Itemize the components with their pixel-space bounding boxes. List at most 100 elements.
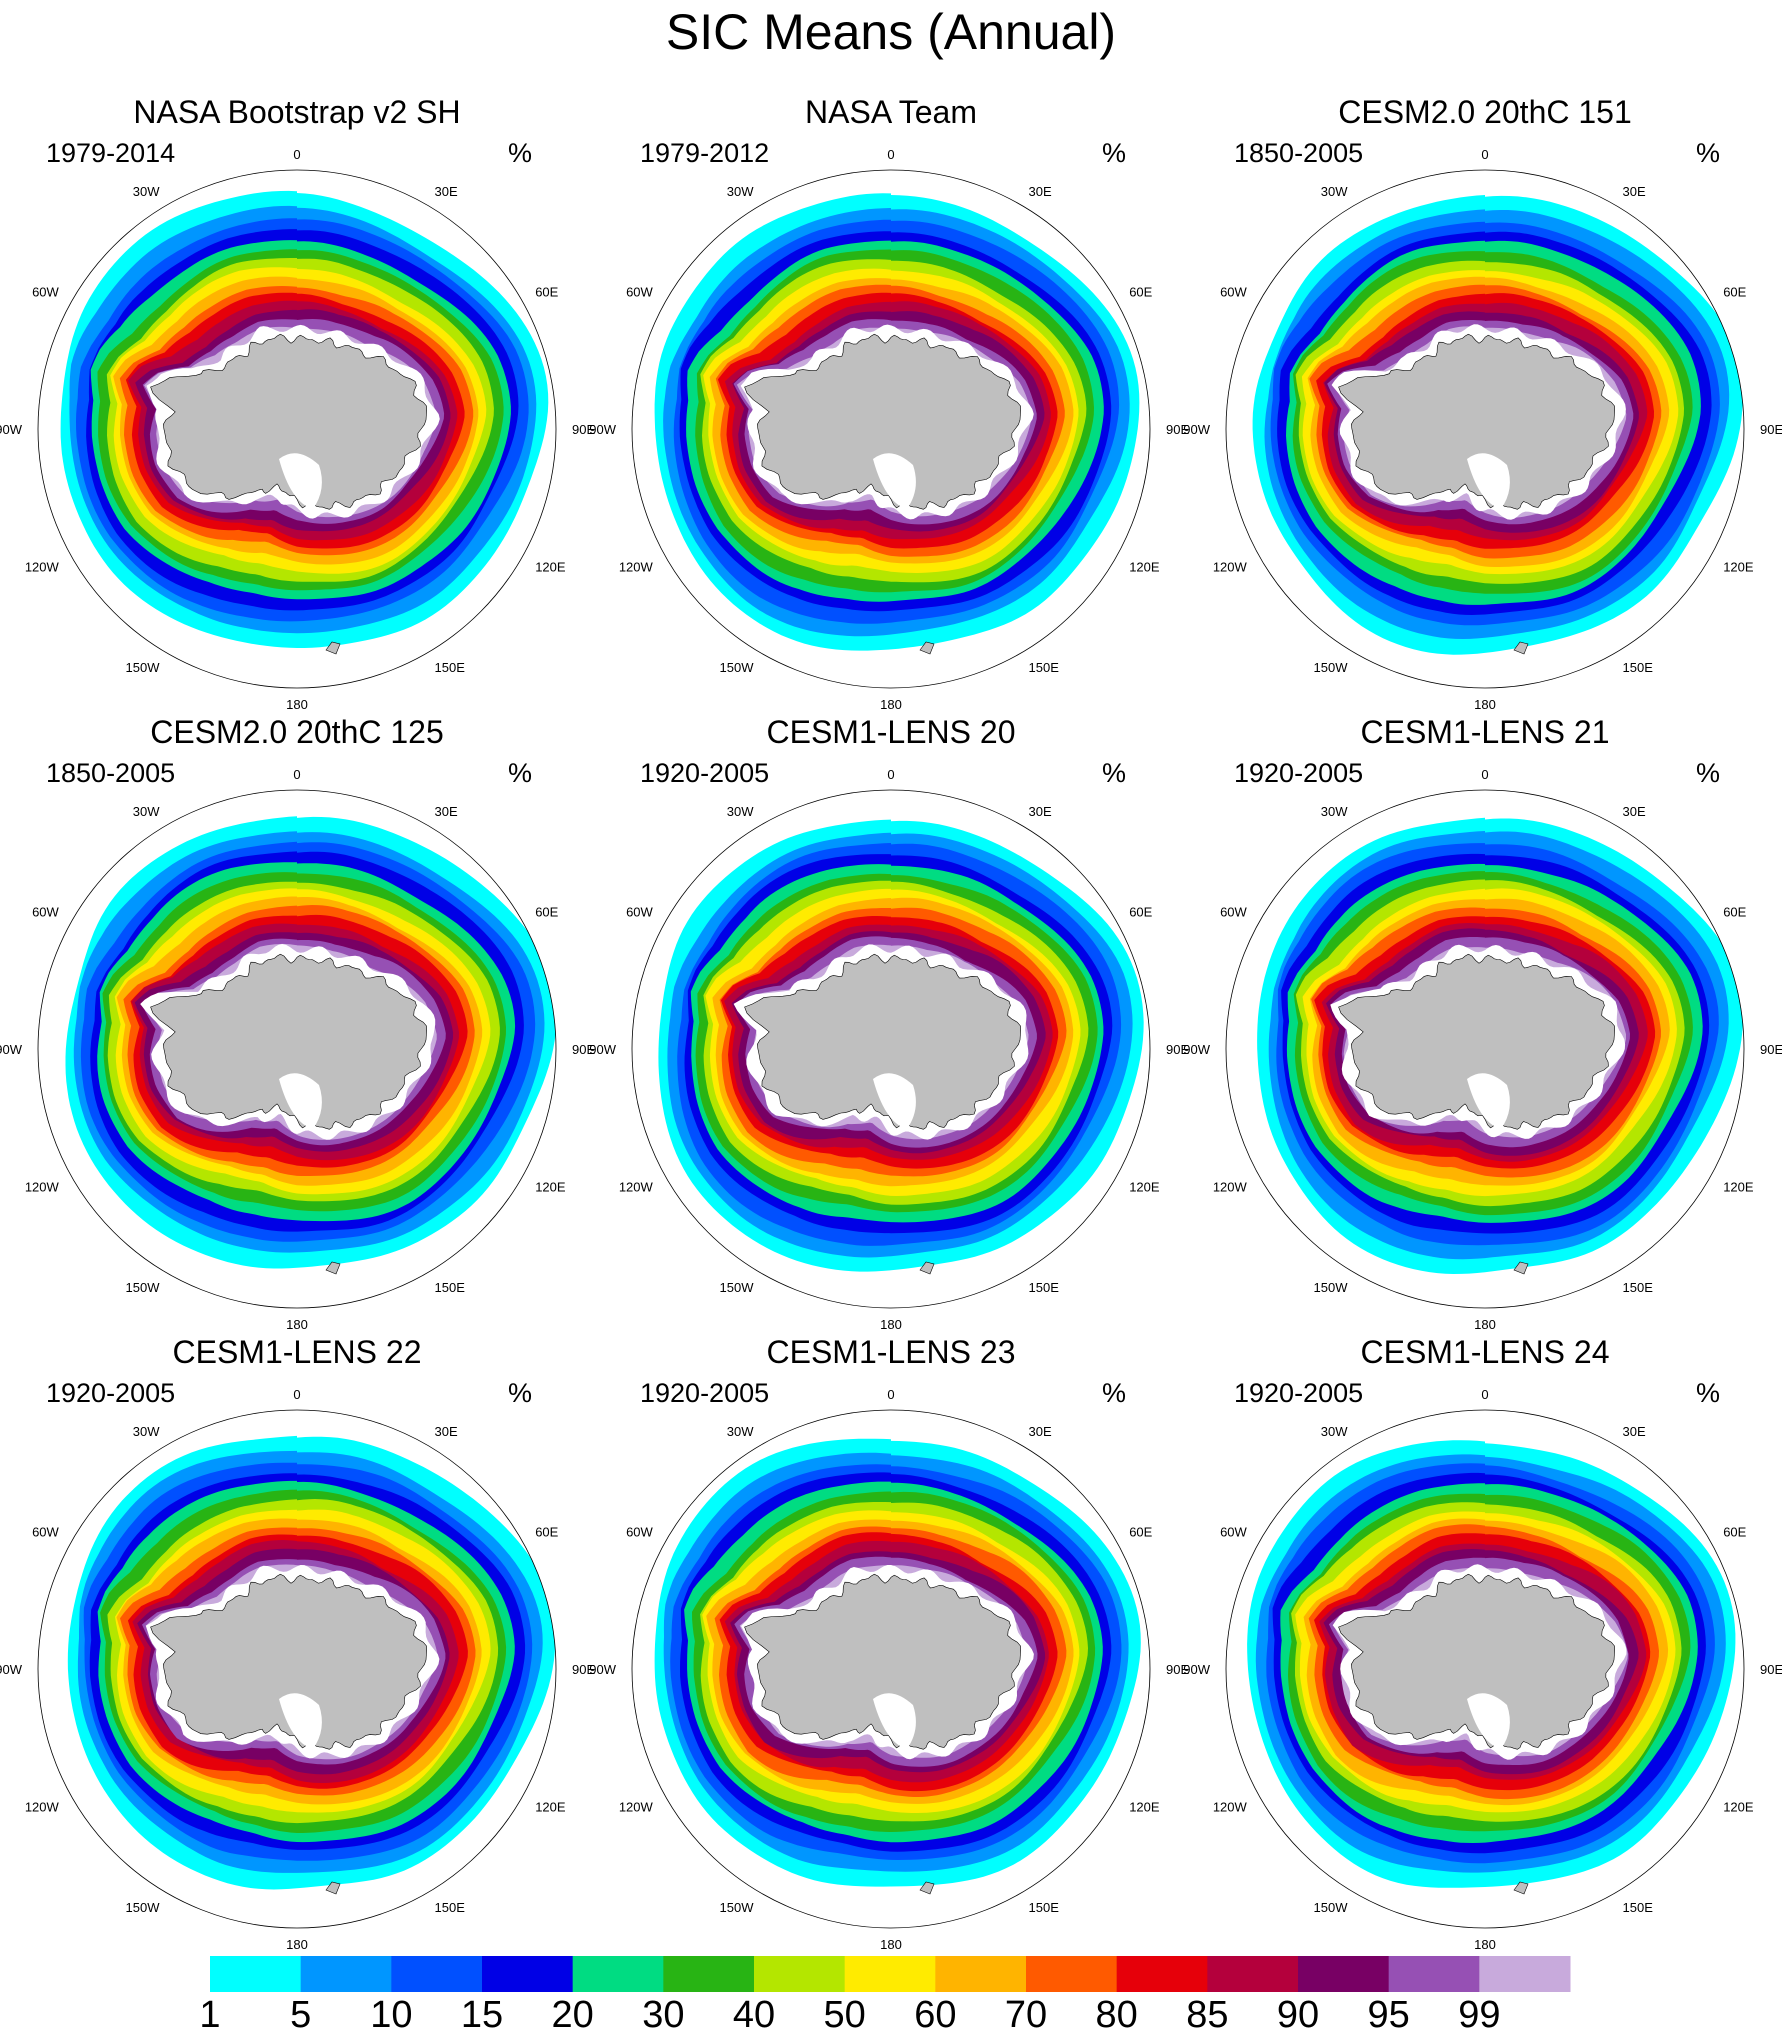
map-panel: CESM1-LENS 22 1920-2005% 0 30E 60E 90E 120E 150… (0, 1334, 595, 1954)
ross-ice-shelf (279, 453, 322, 509)
island-land (919, 1881, 935, 1895)
colorbar-segment (1116, 1956, 1208, 1992)
longitude-label: 120W (1213, 1180, 1248, 1195)
longitude-label: 30W (727, 1424, 754, 1439)
longitude-label: 150E (435, 1900, 466, 1915)
panel-period: 1979-2014 (46, 138, 176, 168)
panel-period: 1920-2005 (1234, 758, 1364, 788)
panel-title: CESM2.0 20thC 125 (150, 714, 444, 750)
longitude-label: 30E (1029, 1424, 1052, 1439)
colorbar-segment (935, 1956, 1027, 1992)
island-land (1513, 1881, 1529, 1895)
colorbar-label: 80 (1095, 1994, 1138, 2036)
panel-title: NASA Bootstrap v2 SH (133, 94, 461, 130)
longitude-label: 90W (0, 422, 23, 437)
panel-title: CESM1-LENS 23 (766, 1334, 1016, 1370)
longitude-label: 90W (1183, 1662, 1210, 1677)
longitude-label: 60W (32, 285, 59, 300)
panel-period: 1920-2005 (640, 1378, 770, 1408)
polar-map: 0 30E 60E 90E 120E 150E 180 150W 120W 90W 60W 30W (0, 147, 595, 712)
longitude-label: 0 (293, 147, 300, 162)
polar-map: 0 30E 60E 90E 120E 150E 180 150W 120W 90W 60W 30W (0, 1387, 595, 1952)
panel-units: % (508, 138, 533, 168)
map-boundary (37, 789, 557, 1309)
longitude-label: 180 (286, 1317, 308, 1332)
longitude-label: 30E (1029, 804, 1052, 819)
panel-units: % (1102, 138, 1127, 168)
panel-units: % (1696, 1378, 1721, 1408)
longitude-label: 90E (1760, 1042, 1782, 1057)
longitude-label: 150E (435, 660, 466, 675)
ross-ice-shelf (1467, 1073, 1510, 1129)
longitude-label: 180 (880, 697, 902, 712)
map-panel: CESM2.0 20thC 151 1850-2005% 0 30E 60E 90E 120… (1183, 94, 1782, 714)
longitude-label: 120W (25, 1180, 60, 1195)
longitude-label: 150E (435, 1280, 466, 1295)
colorbar-segment (1026, 1956, 1118, 1992)
longitude-label: 90E (1166, 1662, 1189, 1677)
longitude-label: 30W (133, 1424, 160, 1439)
longitude-label: 60E (1723, 285, 1746, 300)
longitude-label: 30W (1321, 1424, 1348, 1439)
map-panel: CESM1-LENS 20 1920-2005% 0 30E 60E 90E 120E 150… (589, 714, 1189, 1334)
colorbar-label: 1 (199, 1994, 221, 2036)
longitude-label: 60E (535, 905, 558, 920)
longitude-label: 120E (535, 1800, 566, 1815)
longitude-label: 30E (435, 1424, 458, 1439)
longitude-label: 120W (1213, 1800, 1248, 1815)
colorbar-label: 50 (823, 1994, 866, 2036)
longitude-label: 90W (1183, 422, 1210, 437)
island-land (919, 1261, 935, 1275)
longitude-label: 180 (1474, 697, 1496, 712)
longitude-label: 30E (1623, 804, 1646, 819)
ross-ice-shelf (279, 1073, 322, 1129)
colorbar-label: 85 (1186, 1994, 1229, 2036)
map-boundary (631, 789, 1151, 1309)
longitude-label: 120E (1129, 560, 1160, 575)
map-panel: NASA Team 1979-2012% 0 30E 60E 90E 120E 150E 180… (589, 94, 1189, 714)
longitude-label: 90E (1166, 422, 1189, 437)
longitude-label: 120W (1213, 560, 1248, 575)
longitude-label: 60W (626, 1525, 653, 1540)
map-panel: CESM1-LENS 24 1920-2005% 0 30E 60E 90E 120E 150… (1183, 1334, 1782, 1954)
antarctica-land (744, 333, 1022, 510)
longitude-label: 30W (1321, 184, 1348, 199)
colorbar-label: 15 (460, 1994, 504, 2036)
longitude-label: 150E (1623, 1280, 1654, 1295)
page-title: SIC Means (Annual) (665, 4, 1117, 60)
longitude-label: 150W (1314, 1280, 1349, 1295)
colorbar-labels: 1 5 10 15 20 30 40 50 60 70 80 85 90 95 99 (0, 1992, 1782, 2042)
antarctica-land (744, 953, 1022, 1130)
ross-ice-shelf (873, 453, 916, 509)
antarctica-land (1338, 1573, 1616, 1750)
longitude-label: 60E (1129, 905, 1152, 920)
longitude-label: 0 (887, 1387, 894, 1402)
polar-map: 0 30E 60E 90E 120E 150E 180 150W 120W 90W 60W 30W (1183, 147, 1782, 712)
ross-ice-shelf (873, 1693, 916, 1749)
longitude-label: 120W (619, 560, 654, 575)
panel-period: 1979-2012 (640, 138, 770, 168)
longitude-label: 30E (1623, 184, 1646, 199)
longitude-label: 180 (1474, 1317, 1496, 1332)
longitude-label: 0 (293, 767, 300, 782)
antarctica-land (150, 333, 428, 510)
longitude-label: 90W (589, 422, 616, 437)
longitude-label: 90W (0, 1662, 23, 1677)
island-land (919, 641, 935, 655)
panel-period: 1920-2005 (640, 758, 770, 788)
longitude-label: 30E (1029, 184, 1052, 199)
map-boundary (1225, 169, 1745, 689)
polar-map: 0 30E 60E 90E 120E 150E 180 150W 120W 90W 60W 30W (1183, 767, 1782, 1332)
panel-title: CESM1-LENS 20 (766, 714, 1016, 750)
longitude-label: 150E (1029, 1900, 1060, 1915)
colorbar-label: 20 (551, 1994, 594, 2036)
colorbar-segment (300, 1956, 392, 1992)
panel-units: % (508, 1378, 533, 1408)
colorbar-label: 90 (1276, 1994, 1320, 2036)
longitude-label: 60W (32, 1525, 59, 1540)
colorbar-label: 5 (290, 1994, 312, 2036)
panel-period: 1850-2005 (1234, 138, 1364, 168)
panel-title: CESM2.0 20thC 151 (1338, 94, 1632, 130)
longitude-label: 150W (1314, 1900, 1349, 1915)
colorbar-label: 99 (1458, 1994, 1501, 2036)
